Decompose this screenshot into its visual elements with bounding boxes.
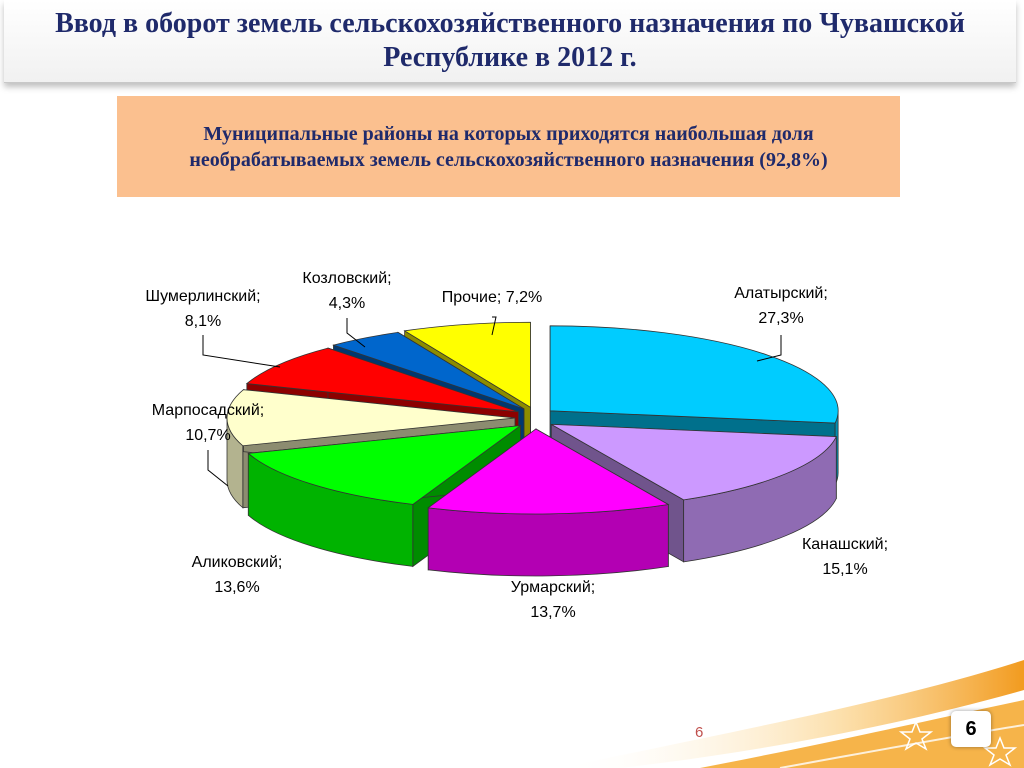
star-icon (898, 719, 934, 751)
pie-slice-2 (427, 428, 670, 577)
slice-label-3: Аликовский; 13,6% (192, 554, 283, 596)
page-number: 6 (695, 724, 704, 741)
slice-label-7: Прочие; 7,2% (442, 289, 542, 336)
star-icon-2 (982, 735, 1018, 767)
slice-label-text-5: Шумерлинский; 8,1% (145, 288, 260, 330)
slice-label-4: Марпосадский; 10,7% (152, 402, 264, 487)
slice-label-text-0: Алатырский; 27,3% (734, 285, 828, 327)
slide-title: Ввод в оборот земель сельскохозяйственно… (55, 8, 965, 73)
slice-label-text-6: Козловский; 4,3% (302, 270, 391, 312)
slide-subtitle: Муниципальные районы на которых приходят… (189, 122, 828, 171)
slice-label-text-1: Канашский; 15,1% (802, 536, 888, 578)
slice-label-6: Козловский; 4,3% (302, 270, 392, 348)
title-bar: Ввод в оборот земель сельскохозяйственно… (4, 0, 1016, 83)
slice-label-5: Шумерлинский; 8,1% (145, 288, 281, 368)
slice-label-text-2: Урмарский; 13,7% (511, 579, 595, 621)
slice-label-0: Алатырский; 27,3% (734, 285, 828, 362)
subtitle-box: Муниципальные районы на которых приходят… (117, 96, 900, 197)
slice-label-text-4: Марпосадский; 10,7% (152, 402, 264, 444)
slice-label-1: Канашский; 15,1% (802, 536, 888, 578)
slide-number-badge: 6 (951, 711, 991, 747)
slice-label-2: Урмарский; 13,7% (511, 579, 595, 621)
slice-label-text-3: Аликовский; 13,6% (192, 554, 283, 596)
slice-label-text-7: Прочие; 7,2% (442, 289, 542, 306)
